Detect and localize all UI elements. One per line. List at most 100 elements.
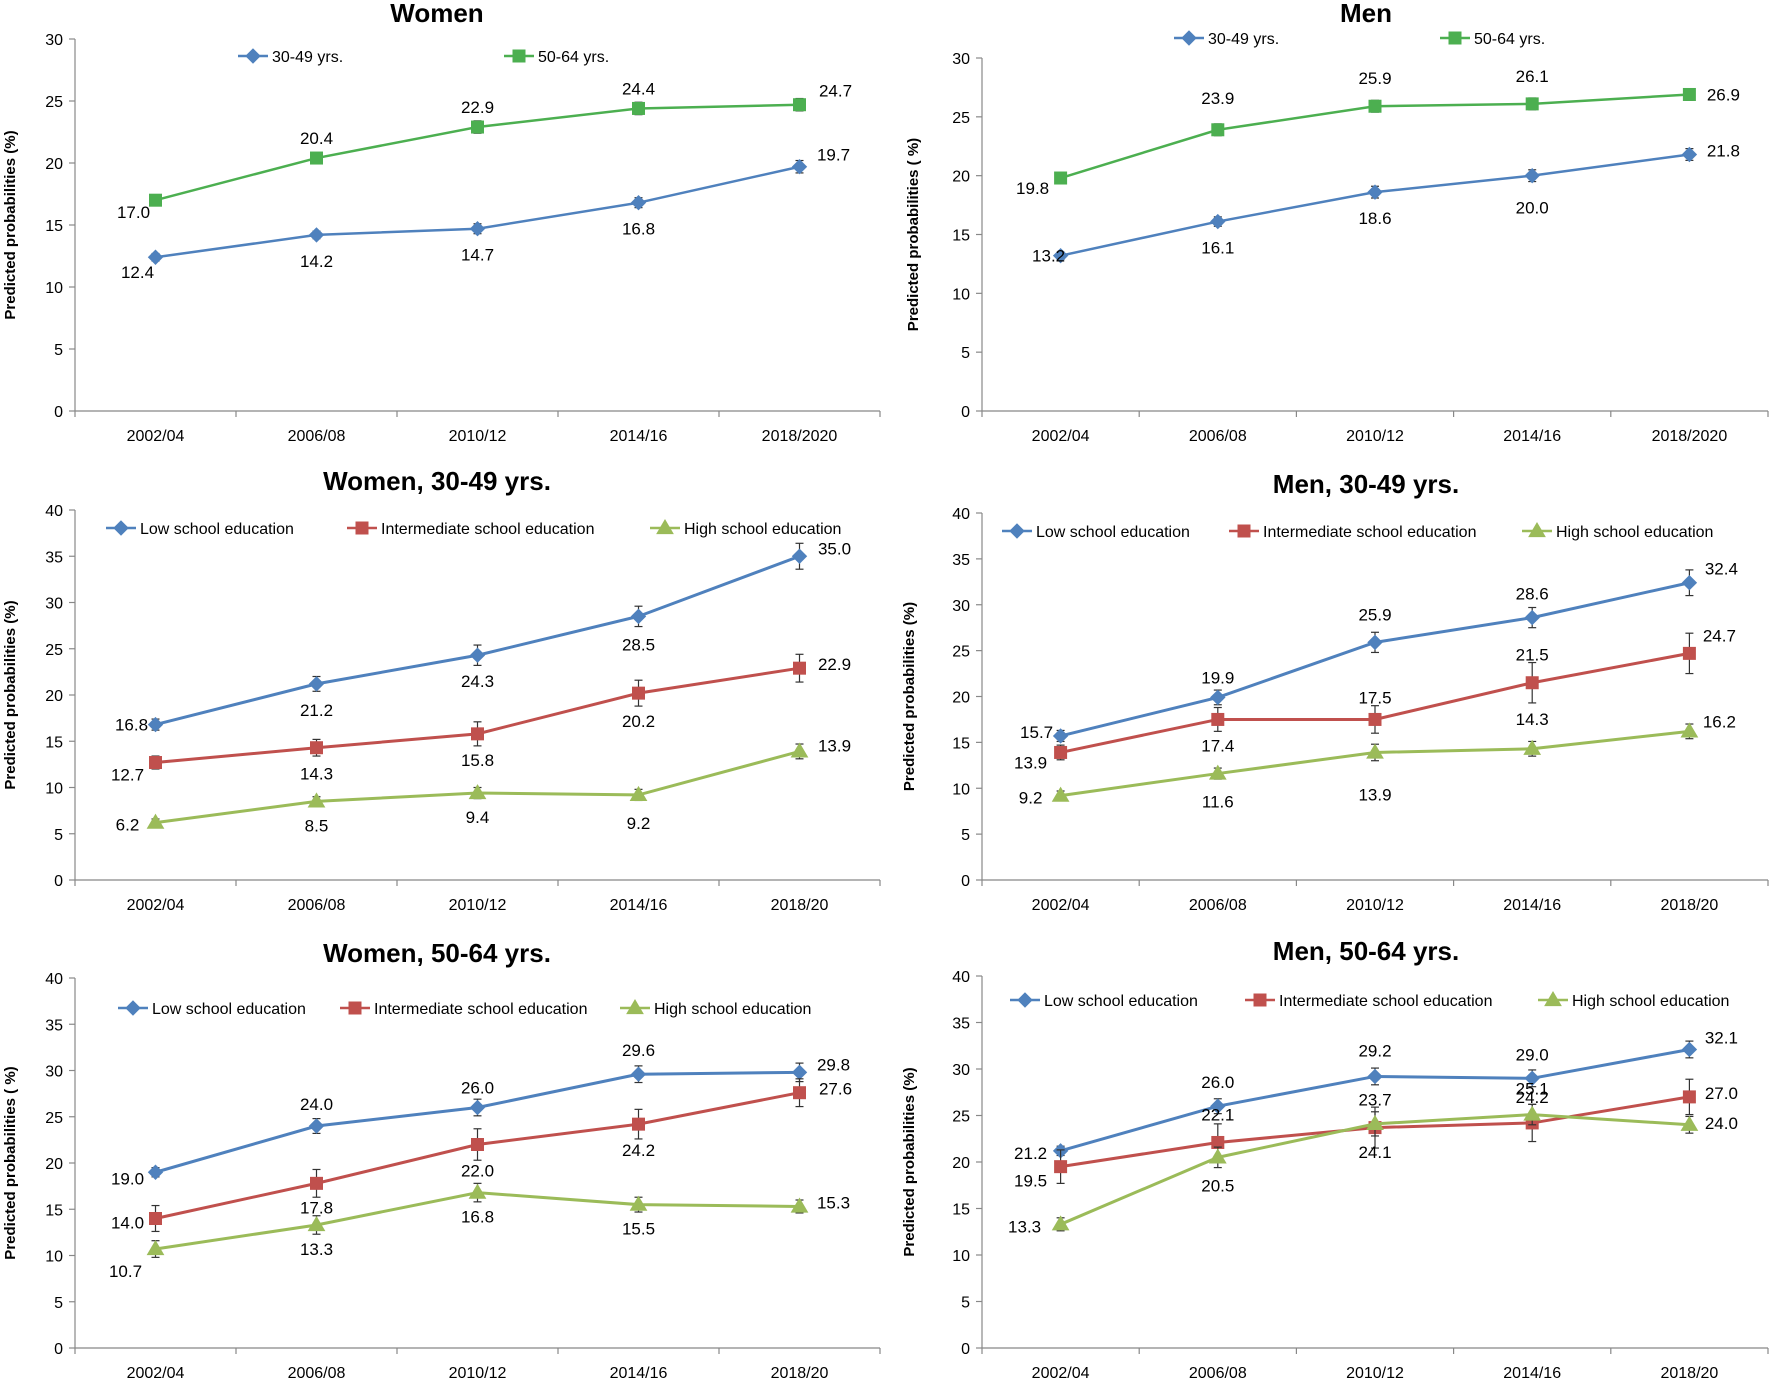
legend-entry: High school education <box>684 521 841 538</box>
data-point <box>1367 634 1383 651</box>
y-axis-label: Predicted probabilities (%) <box>2 130 19 319</box>
data-point <box>793 661 806 675</box>
data-label: 13.9 <box>1358 785 1391 804</box>
data-point <box>1366 743 1384 759</box>
chart-title: Women <box>390 0 483 28</box>
data-label: 24.7 <box>1703 626 1736 645</box>
data-point <box>1525 676 1539 690</box>
data-label: 24.2 <box>1516 1088 1549 1107</box>
series-intermediate-school-education: 19.5 22.1 23.7 24.2 27.0 <box>1014 1078 1738 1191</box>
y-tick-label: 0 <box>54 1341 63 1358</box>
x-tick-label: 2002/04 <box>1032 897 1090 914</box>
data-point <box>1211 123 1225 137</box>
data-label: 19.7 <box>817 146 850 165</box>
data-point <box>632 1117 645 1131</box>
data-label: 19.5 <box>1014 1172 1047 1191</box>
data-point <box>1680 1115 1699 1131</box>
x-tick-label: 2018/2020 <box>1652 428 1728 445</box>
data-point <box>1368 99 1382 113</box>
data-point <box>308 676 325 692</box>
x-tick-label: 2010/12 <box>1346 897 1404 914</box>
y-tick-label: 20 <box>952 169 970 186</box>
data-label: 24.0 <box>300 1095 333 1114</box>
data-point <box>147 716 164 733</box>
x-tick-label: 2018/20 <box>1660 897 1718 914</box>
data-point <box>1366 1114 1384 1130</box>
legend-entry: High school education <box>1572 993 1729 1010</box>
legend-entry: 50-64 yrs. <box>538 49 609 66</box>
data-label: 26.0 <box>1201 1073 1234 1092</box>
legend: 30-49 yrs. 50-64 yrs. <box>1174 30 1545 48</box>
data-point <box>310 741 323 755</box>
data-point <box>468 784 487 800</box>
data-point <box>791 159 808 175</box>
y-tick-label: 0 <box>961 1341 970 1358</box>
data-point <box>1054 171 1068 185</box>
data-label: 27.6 <box>819 1080 852 1099</box>
data-point <box>1211 712 1225 726</box>
data-label: 17.4 <box>1201 736 1234 755</box>
data-label: 35.0 <box>818 539 851 558</box>
y-tick-label: 5 <box>961 345 970 362</box>
data-label: 32.1 <box>1705 1028 1738 1047</box>
data-point <box>1210 1098 1226 1114</box>
y-tick-label: 15 <box>952 735 970 752</box>
data-label: 21.8 <box>1707 141 1740 160</box>
data-label: 21.5 <box>1516 646 1549 665</box>
y-tick-label: 25 <box>952 644 970 661</box>
y-tick-label: 0 <box>54 404 63 421</box>
data-label: 16.8 <box>115 716 148 735</box>
x-tick-label: 2018/20 <box>771 897 829 914</box>
data-point <box>1208 1148 1227 1164</box>
data-point <box>1051 786 1070 802</box>
data-label: 17.0 <box>117 203 150 222</box>
y-axis-label: Predicted probabilities ( %) <box>905 138 922 331</box>
data-label: 29.6 <box>622 1041 655 1060</box>
data-label: 18.6 <box>1358 209 1391 228</box>
data-point <box>793 1086 806 1100</box>
series-50-64-yrs: 19.8 23.9 25.9 26.1 26.9 <box>1016 67 1740 198</box>
data-label: 29.2 <box>1358 1041 1391 1060</box>
data-point <box>471 1138 484 1151</box>
data-point <box>1680 722 1699 738</box>
data-point <box>1367 1068 1383 1085</box>
data-label: 14.2 <box>300 252 333 271</box>
data-point <box>307 792 326 808</box>
data-point <box>1681 146 1698 163</box>
data-point <box>149 1212 162 1225</box>
data-point <box>629 785 648 801</box>
data-label: 20.0 <box>1516 199 1549 218</box>
data-point <box>1681 575 1698 591</box>
data-label: 17.5 <box>1358 688 1391 707</box>
data-label: 13.3 <box>300 1240 333 1259</box>
data-point <box>1682 646 1696 660</box>
y-tick-label: 10 <box>952 781 970 798</box>
x-tick-label: 2018/20 <box>771 1365 829 1382</box>
y-tick-label: 15 <box>952 1202 970 1219</box>
series-line <box>1060 153 1690 257</box>
data-point <box>629 1195 648 1211</box>
legend-entry: Low school education <box>152 1001 306 1018</box>
y-tick-label: 30 <box>952 1062 970 1079</box>
data-label: 22.0 <box>461 1162 494 1181</box>
legend-marker <box>113 520 129 536</box>
legend-marker <box>1448 31 1462 45</box>
x-tick-label: 2014/16 <box>1503 428 1561 445</box>
data-label: 21.2 <box>1014 1144 1047 1163</box>
y-tick-label: 20 <box>45 688 63 705</box>
x-tick-label: 2010/12 <box>449 428 507 445</box>
data-label: 21.2 <box>300 701 333 720</box>
y-tick-label: 5 <box>961 827 970 844</box>
series-line <box>155 103 800 202</box>
data-label: 20.4 <box>300 129 333 148</box>
y-tick-label: 15 <box>45 734 63 751</box>
y-axis-label: Predicted probabilities (%) <box>901 1067 918 1256</box>
y-tick-label: 40 <box>45 971 63 988</box>
y-axis-label: Predicted probabilities (%) <box>901 602 918 791</box>
data-label: 10.7 <box>109 1262 142 1281</box>
y-tick-label: 5 <box>54 342 63 359</box>
legend-marker <box>656 519 674 535</box>
data-label: 22.1 <box>1201 1105 1234 1124</box>
series-intermediate-school-education: 14.0 17.8 22.0 24.2 27.6 <box>111 1078 852 1233</box>
